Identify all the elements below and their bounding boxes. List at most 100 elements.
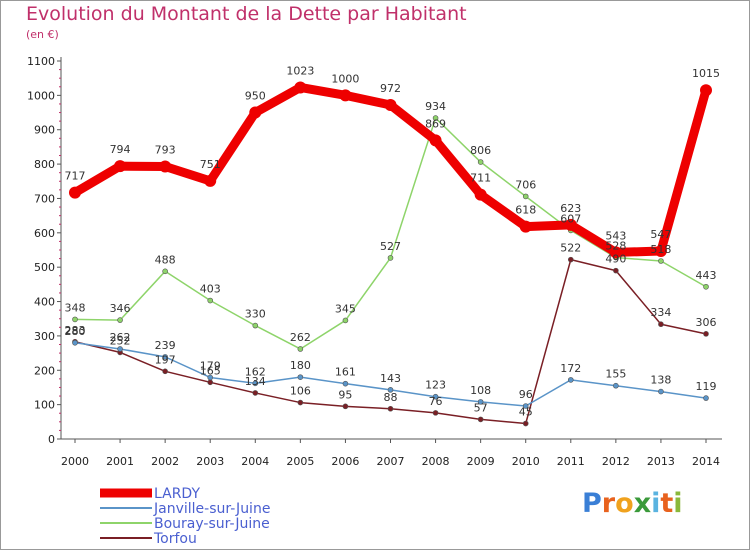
y-tick-label: 300 <box>34 330 55 343</box>
point-bouray-sur-juine <box>477 159 484 165</box>
data-label-lardy: 794 <box>110 143 131 156</box>
point-janville-sur-juine <box>117 346 123 352</box>
data-label-janville-sur-juine: 162 <box>245 365 266 378</box>
y-tick-label: 800 <box>34 158 55 171</box>
data-label-lardy: 1023 <box>286 64 314 77</box>
point-bouray-sur-juine <box>117 317 123 323</box>
x-tick-label: 2013 <box>647 455 675 468</box>
data-label-torfou: 45 <box>519 406 533 419</box>
proxiti-logo: Proxiti <box>582 488 683 519</box>
point-lardy <box>654 245 667 258</box>
data-label-torfou: 306 <box>696 316 717 329</box>
data-label-bouray-sur-juine: 607 <box>560 212 581 225</box>
legend-label-torfou: Torfou <box>153 531 197 547</box>
point-lardy <box>294 81 307 94</box>
data-label-torfou: 95 <box>338 388 352 401</box>
point-bouray-sur-juine <box>703 283 709 290</box>
data-label-torfou: 522 <box>560 242 581 255</box>
x-tick-label: 2012 <box>602 455 630 468</box>
data-label-lardy: 711 <box>470 172 491 185</box>
legend-label-bouray-sur-juine: Bouray-sur-Juine <box>154 516 270 532</box>
point-lardy <box>384 98 397 111</box>
point-bouray-sur-juine <box>207 297 214 304</box>
point-lardy <box>429 134 442 147</box>
point-bouray-sur-juine <box>342 317 349 324</box>
point-lardy <box>700 84 712 97</box>
data-label-lardy: 1000 <box>331 72 359 85</box>
data-label-janville-sur-juine: 143 <box>380 372 401 385</box>
data-labels: 283 252 197 165 134 106 95 88 76 57 45 522 490 334 306… <box>65 64 721 418</box>
point-janville-sur-juine <box>522 403 529 409</box>
point-janville-sur-juine <box>613 382 619 389</box>
point-lardy <box>609 246 622 259</box>
data-label-bouray-sur-juine: 706 <box>515 178 536 191</box>
data-label-janville-sur-juine: 155 <box>605 368 626 381</box>
point-janville-sur-juine <box>252 380 259 387</box>
point-lardy <box>339 89 352 102</box>
data-label-torfou: 283 <box>65 324 86 337</box>
data-label-lardy: 618 <box>515 204 536 217</box>
data-label-janville-sur-juine: 161 <box>335 366 356 379</box>
point-lardy <box>249 106 262 119</box>
y-tick-label: 900 <box>34 124 55 137</box>
data-label-lardy: 950 <box>245 90 266 103</box>
data-label-bouray-sur-juine: 403 <box>200 283 221 296</box>
point-bouray-sur-juine <box>252 322 259 329</box>
point-lardy <box>204 174 217 187</box>
point-janville-sur-juine <box>658 388 664 395</box>
legend: LARDYJanville-sur-JuineBouray-sur-JuineT… <box>100 486 270 547</box>
point-torfou <box>477 416 484 423</box>
x-tick-label: 2009 <box>467 455 495 468</box>
x-tick-label: 2004 <box>241 455 269 468</box>
point-janville-sur-juine <box>207 374 214 381</box>
y-tick-label: 700 <box>34 192 55 205</box>
point-janville-sur-juine <box>703 395 709 401</box>
point-torfou <box>342 403 349 410</box>
x-tick-label: 2010 <box>512 455 540 468</box>
point-bouray-sur-juine <box>432 115 439 121</box>
point-janville-sur-juine <box>162 354 168 360</box>
point-torfou <box>522 420 529 427</box>
series-layer <box>69 81 712 427</box>
chart-title: Evolution du Montant de la Dette par Hab… <box>26 3 467 25</box>
data-label-bouray-sur-juine: 443 <box>696 269 717 282</box>
point-lardy <box>474 188 487 201</box>
point-torfou <box>162 368 168 375</box>
data-label-bouray-sur-juine: 518 <box>650 243 671 256</box>
x-tick-label: 2005 <box>286 455 314 468</box>
data-label-lardy: 623 <box>560 202 581 215</box>
data-label-torfou: 57 <box>474 401 488 414</box>
data-label-lardy: 547 <box>650 228 671 241</box>
data-label-bouray-sur-juine: 527 <box>380 240 401 253</box>
data-label-bouray-sur-juine: 262 <box>290 331 311 344</box>
point-janville-sur-juine <box>477 399 484 405</box>
point-bouray-sur-juine <box>297 346 304 352</box>
data-label-torfou: 88 <box>384 391 398 404</box>
x-tick-label: 2014 <box>692 455 720 468</box>
y-tick-label: 100 <box>34 399 55 412</box>
data-label-torfou: 334 <box>650 306 671 319</box>
data-label-lardy: 793 <box>155 143 176 156</box>
point-janville-sur-juine <box>432 393 439 400</box>
data-label-janville-sur-juine: 96 <box>519 388 533 401</box>
data-label-bouray-sur-juine: 330 <box>245 308 266 321</box>
data-label-torfou: 197 <box>155 353 176 366</box>
data-label-janville-sur-juine: 180 <box>290 359 311 372</box>
x-tick-label: 2006 <box>331 455 359 468</box>
data-label-torfou: 165 <box>200 364 221 377</box>
x-tick-label: 2003 <box>196 455 224 468</box>
data-label-lardy: 751 <box>200 158 221 171</box>
point-bouray-sur-juine <box>658 258 664 264</box>
y-tick-label: 1100 <box>27 55 55 68</box>
point-lardy <box>69 186 81 199</box>
point-torfou <box>432 410 439 416</box>
point-bouray-sur-juine <box>72 316 78 323</box>
point-torfou <box>387 405 394 412</box>
data-label-bouray-sur-juine: 488 <box>155 253 176 266</box>
data-label-janville-sur-juine: 262 <box>110 331 131 344</box>
data-label-bouray-sur-juine: 806 <box>470 144 491 157</box>
data-label-bouray-sur-juine: 934 <box>425 100 446 113</box>
x-tick-label: 2000 <box>61 455 89 468</box>
point-torfou <box>207 379 214 386</box>
data-label-lardy: 869 <box>425 117 446 130</box>
